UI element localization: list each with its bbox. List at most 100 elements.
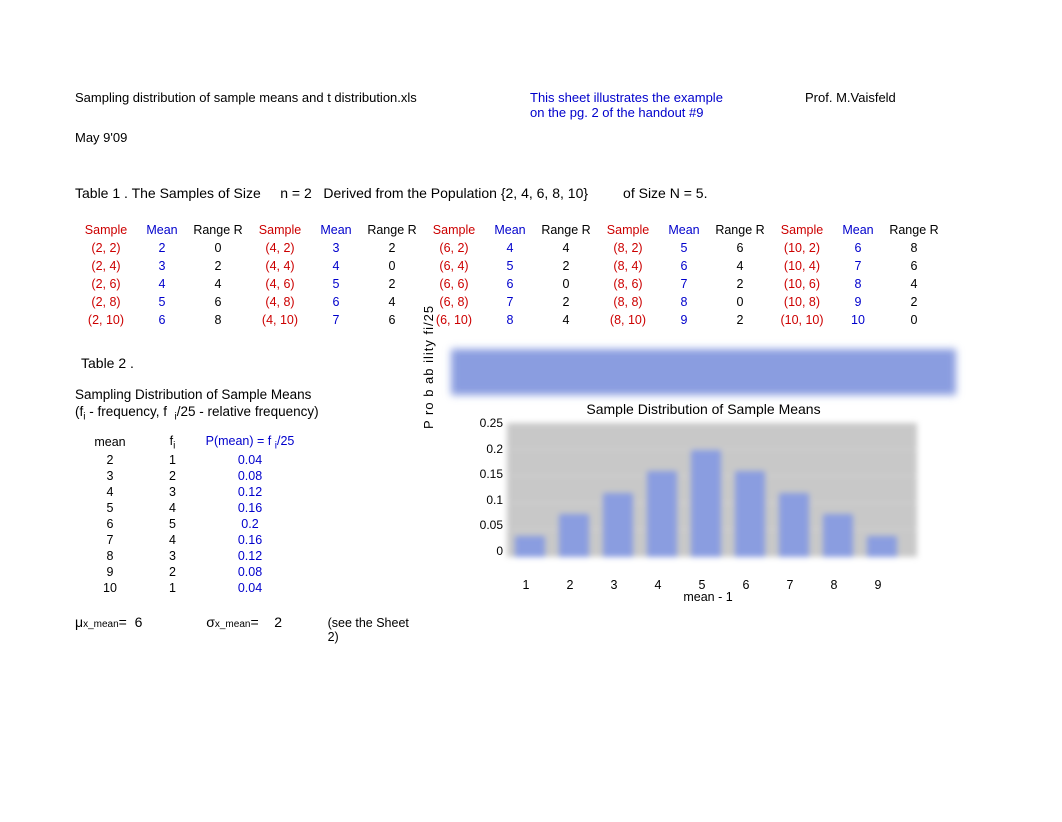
t1-cap-b: . The Samples of Size xyxy=(124,185,261,201)
ytick: 0.15 xyxy=(480,468,503,494)
table-row: (10, 4)76 xyxy=(771,257,945,275)
table-row: (8, 2)56 xyxy=(597,239,771,257)
table-row: 210.04 xyxy=(75,452,300,468)
doc-author: Prof. M.Vaisfeld xyxy=(805,90,987,120)
cell-mean: 7 xyxy=(75,532,145,548)
cell-mean: 6 xyxy=(833,239,883,257)
chart-title: Sample Distribution of Sample Means xyxy=(451,401,956,417)
table-row: (10, 10)100 xyxy=(771,311,945,329)
cell-mean: 6 xyxy=(137,311,187,329)
table-row: 1010.04 xyxy=(75,580,300,596)
cell-p: 0.2 xyxy=(200,516,300,532)
table-row: (6, 8)72 xyxy=(423,293,597,311)
t2-hdr-mean: mean xyxy=(75,433,145,453)
cell-sample: (6, 2) xyxy=(423,239,485,257)
cell-mean: 5 xyxy=(659,239,709,257)
cell-sample: (8, 8) xyxy=(597,293,659,311)
doc-date: May 9'09 xyxy=(75,130,987,145)
cell-p: 0.08 xyxy=(200,564,300,580)
sample-block: SampleMeanRange R(8, 2)56(8, 4)64(8, 6)7… xyxy=(597,221,771,329)
cell-sample: (8, 2) xyxy=(597,239,659,257)
cell-sample: (2, 8) xyxy=(75,293,137,311)
cell-sample: (4, 4) xyxy=(249,257,311,275)
table2-subtitle: Sampling Distribution of Sample Means xyxy=(75,387,415,402)
cell-mean: 6 xyxy=(75,516,145,532)
stats-row: μx_mean = 6 σx_mean = 2 (see the Sheet 2… xyxy=(75,614,415,644)
cell-range: 8 xyxy=(883,239,945,257)
cell-mean: 5 xyxy=(485,257,535,275)
t1-cap-f: of Size N = 5. xyxy=(623,185,707,201)
table-row: 920.08 xyxy=(75,564,300,580)
sigma-sub: x_mean xyxy=(215,619,251,630)
table-row: (8, 6)72 xyxy=(597,275,771,293)
cell-range: 6 xyxy=(187,293,249,311)
sigma-label: σ xyxy=(206,614,215,630)
hdr-mean: Mean xyxy=(833,221,883,239)
cell-p: 0.04 xyxy=(200,452,300,468)
cell-range: 2 xyxy=(187,257,249,275)
desc-line1: This sheet illustrates the example xyxy=(530,90,723,105)
cell-mean: 3 xyxy=(75,468,145,484)
ytick: 0.2 xyxy=(486,443,503,469)
cell-mean: 6 xyxy=(659,257,709,275)
cell-range: 2 xyxy=(535,293,597,311)
ytick: 0.05 xyxy=(480,519,503,545)
cell-mean: 8 xyxy=(485,311,535,329)
cell-f: 5 xyxy=(145,516,200,532)
cell-range: 0 xyxy=(709,293,771,311)
table-row: (8, 4)64 xyxy=(597,257,771,275)
cell-range: 6 xyxy=(361,311,423,329)
cell-mean: 9 xyxy=(75,564,145,580)
cell-sample: (6, 6) xyxy=(423,275,485,293)
cell-mean: 10 xyxy=(833,311,883,329)
cell-mean: 10 xyxy=(75,580,145,596)
table1-caption: Table 1 . The Samples of Size n = 2 Deri… xyxy=(75,185,987,201)
table2: mean fi P(mean) = f i/25 210.04320.08430… xyxy=(75,433,300,597)
cell-mean: 9 xyxy=(833,293,883,311)
t1-cap-a: Table 1 xyxy=(75,185,120,201)
cell-sample: (10, 6) xyxy=(771,275,833,293)
cell-sample: (4, 10) xyxy=(249,311,311,329)
hdr-sample: Sample xyxy=(75,221,137,239)
cell-mean: 8 xyxy=(833,275,883,293)
cell-sample: (8, 6) xyxy=(597,275,659,293)
cell-sample: (2, 4) xyxy=(75,257,137,275)
sigma-val: 2 xyxy=(274,614,282,630)
sample-block: SampleMeanRange R(4, 2)32(4, 4)40(4, 6)5… xyxy=(249,221,423,329)
xtick: 1 xyxy=(511,578,541,592)
cell-mean: 5 xyxy=(311,275,361,293)
table-row: (2, 10)68 xyxy=(75,311,249,329)
t2s2a: (f xyxy=(75,404,83,419)
cell-range: 6 xyxy=(709,239,771,257)
cell-f: 3 xyxy=(145,484,200,500)
desc-line2: on the pg. 2 of the handout #9 xyxy=(530,105,703,120)
xtick: 6 xyxy=(731,578,761,592)
sample-block: SampleMeanRange R(2, 2)20(2, 4)32(2, 6)4… xyxy=(75,221,249,329)
cell-mean: 8 xyxy=(659,293,709,311)
cell-f: 2 xyxy=(145,468,200,484)
cell-sample: (4, 8) xyxy=(249,293,311,311)
cell-sample: (2, 10) xyxy=(75,311,137,329)
chart: P ro b ab ility fi/25 Sample Distributio… xyxy=(425,349,987,604)
table-row: (10, 2)68 xyxy=(771,239,945,257)
cell-p: 0.16 xyxy=(200,500,300,516)
ytick: 0.25 xyxy=(480,417,503,443)
ytick: 0.1 xyxy=(486,494,503,520)
t2-hdr-p: P(mean) = f i/25 xyxy=(200,433,300,453)
cell-mean: 5 xyxy=(137,293,187,311)
cell-sample: (6, 4) xyxy=(423,257,485,275)
cell-sample: (8, 10) xyxy=(597,311,659,329)
cell-range: 2 xyxy=(709,311,771,329)
table-row: 540.16 xyxy=(75,500,300,516)
xtick: 4 xyxy=(643,578,673,592)
hdr-sample: Sample xyxy=(423,221,485,239)
cell-sample: (10, 8) xyxy=(771,293,833,311)
hdr-range: Range R xyxy=(187,221,249,239)
cell-f: 1 xyxy=(145,452,200,468)
cell-mean: 4 xyxy=(311,257,361,275)
cell-range: 6 xyxy=(883,257,945,275)
table-row: (8, 8)80 xyxy=(597,293,771,311)
cell-range: 2 xyxy=(361,239,423,257)
chart-xlabel: mean - 1 xyxy=(503,590,913,604)
cell-sample: (8, 4) xyxy=(597,257,659,275)
